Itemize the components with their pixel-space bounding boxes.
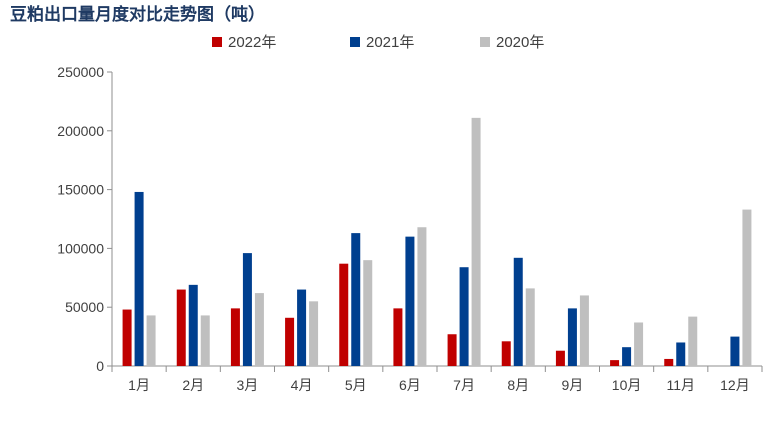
legend-swatch (212, 37, 222, 47)
bar-2022年-3月 (230, 308, 240, 366)
x-tick-label: 5月 (345, 377, 367, 393)
bar-2020年-8月 (525, 288, 535, 366)
bar-2020年-1月 (146, 315, 156, 366)
bar-2022年-9月 (555, 350, 565, 366)
bar-2021年-12月 (730, 336, 740, 366)
bar-2021年-5月 (351, 233, 361, 366)
bar-2021年-7月 (459, 267, 469, 366)
axes: 0 50000 100000 150000 200000 250000 1月 2月 3月 4月 5月… (57, 64, 763, 393)
x-tick-label: 9月 (562, 377, 584, 393)
bar-2020年-7月 (471, 117, 481, 366)
y-tick-label: 100000 (57, 240, 104, 256)
legend-label: 2021年 (366, 34, 414, 51)
legend: 2022年 2021年 2020年 (212, 34, 544, 51)
chart-title: 豆粕出口量月度对比走势图（吨） (10, 4, 265, 25)
bar-2020年-6月 (417, 227, 427, 366)
bar-2022年-4月 (285, 317, 295, 366)
bar-2021年-10月 (622, 347, 632, 366)
bar-2022年-8月 (501, 341, 511, 366)
bar-2021年-4月 (297, 289, 307, 366)
y-tick-label: 150000 (57, 182, 104, 198)
bar-2021年-1月 (134, 191, 144, 366)
x-tick-label: 10月 (612, 377, 642, 393)
bar-2022年-2月 (176, 289, 186, 366)
bar-2020年-2月 (200, 315, 210, 366)
y-tick-label: 200000 (57, 123, 104, 139)
y-tick-label: 0 (96, 358, 104, 374)
x-tick-label: 8月 (507, 377, 529, 393)
bar-2021年-6月 (405, 236, 415, 366)
bar-2020年-4月 (309, 301, 319, 366)
legend-swatch (350, 37, 360, 47)
bar-2020年-9月 (579, 295, 589, 366)
bar-2021年-2月 (188, 284, 198, 366)
x-tick-label: 4月 (291, 377, 313, 393)
x-tick-label: 11月 (666, 377, 695, 393)
bars (122, 117, 752, 366)
bar-2021年-11月 (676, 342, 686, 366)
x-tick-label: 2月 (182, 377, 204, 393)
bar-2021年-8月 (513, 257, 523, 366)
bar-2020年-12月 (742, 209, 752, 366)
y-tick-label: 250000 (57, 64, 104, 80)
legend-swatch (480, 37, 490, 47)
bar-2020年-5月 (363, 260, 373, 366)
x-tick-label: 1月 (128, 377, 150, 393)
bar-2022年-10月 (610, 360, 620, 366)
y-tick-label: 50000 (65, 299, 104, 315)
bar-2020年-11月 (688, 316, 698, 366)
x-tick-label: 3月 (237, 377, 259, 393)
bar-2022年-7月 (447, 334, 457, 366)
bar-2022年-1月 (122, 309, 132, 366)
bar-2022年-11月 (664, 358, 674, 366)
bar-2020年-10月 (634, 322, 644, 366)
x-tick-label: 12月 (720, 377, 750, 393)
legend-label: 2020年 (496, 34, 544, 51)
bar-2021年-9月 (567, 308, 577, 366)
bar-2020年-3月 (254, 293, 264, 366)
legend-label: 2022年 (228, 34, 276, 51)
bar-2021年-3月 (242, 253, 252, 366)
x-tick-label: 7月 (453, 377, 475, 393)
bar-2022年-5月 (339, 263, 349, 366)
x-tick-label: 6月 (399, 377, 421, 393)
bar-2022年-6月 (393, 308, 403, 366)
